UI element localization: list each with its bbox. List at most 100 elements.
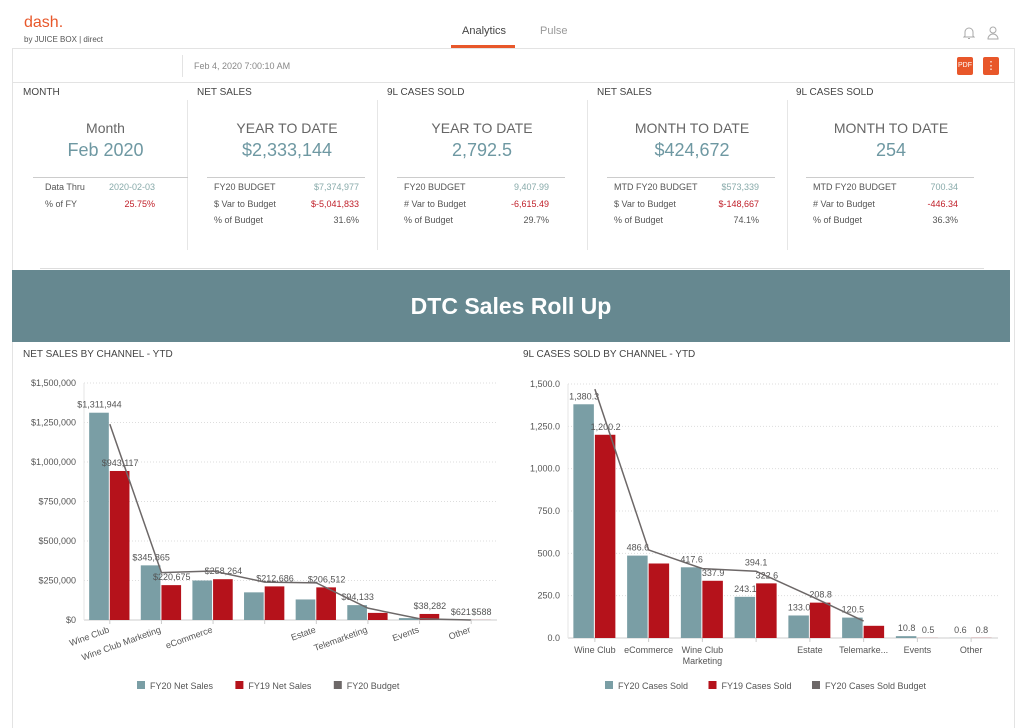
bar-fy19-net-sales[interactable] <box>161 585 182 620</box>
data-label: $212,686 <box>256 573 294 583</box>
y-tick-label: 500.0 <box>537 548 560 558</box>
data-label: $588 <box>471 607 491 617</box>
tab-analytics[interactable]: Analytics <box>462 25 507 37</box>
bar-fy20-cases-sold[interactable] <box>734 596 756 638</box>
kpi-detail-row: % of Budget 36.3% <box>813 215 958 225</box>
bell-icon[interactable] <box>962 26 976 43</box>
kpi-detail-label: $ Var to Budget <box>214 198 276 209</box>
toolbar: Feb 4, 2020 7:00:10 AM PDF ⋮ <box>12 49 1015 83</box>
divider <box>187 100 188 250</box>
data-label: 243.1 <box>734 584 757 594</box>
kpi-heading: Month <box>86 120 125 136</box>
y-tick-label: 250.0 <box>537 591 560 601</box>
legend-swatch <box>605 681 613 689</box>
data-label: $206,512 <box>308 574 346 584</box>
legend-swatch <box>708 681 717 689</box>
bar-fy20-net-sales[interactable] <box>89 412 109 620</box>
tab-pulse[interactable]: Pulse <box>540 25 568 37</box>
data-label: 0.8 <box>976 625 989 635</box>
bar-fy20-cases-sold[interactable] <box>788 615 809 638</box>
bar-fy20-cases-sold[interactable] <box>895 636 917 638</box>
bar-fy19-net-sales[interactable] <box>264 586 285 620</box>
more-options-button[interactable]: ⋮ <box>983 57 999 75</box>
bar-fy20-cases-sold[interactable] <box>627 555 648 638</box>
pdf-button[interactable]: PDF <box>957 57 973 75</box>
x-tick-label: Wine Club <box>574 645 616 655</box>
kpi-value: Feb 2020 <box>67 140 144 160</box>
kpi-card: NET SALES YEAR TO DATE $2,333,144 FY20 B… <box>197 84 377 254</box>
bar-fy20-net-sales[interactable] <box>398 618 419 620</box>
kpi-category: NET SALES <box>597 87 652 98</box>
legend-item[interactable]: FY19 Cases Sold <box>722 681 792 691</box>
kpi-detail-label: # Var to Budget <box>813 198 875 209</box>
legend-swatch <box>812 681 820 689</box>
x-tick-label: Estate <box>797 645 823 655</box>
logo[interactable]: dash. <box>24 14 64 31</box>
kpi-detail-label: % of Budget <box>214 215 264 225</box>
user-icon[interactable] <box>987 26 999 43</box>
y-tick-label: 750.0 <box>537 506 560 516</box>
kpi-detail-label: % of Budget <box>614 215 664 225</box>
kpi-detail-row: FY20 BUDGET 9,407.99 <box>404 182 549 192</box>
y-tick-label: $1,500,000 <box>31 378 76 388</box>
x-tick-label: Other <box>960 645 983 655</box>
kpi-detail-label: # Var to Budget <box>404 198 466 209</box>
bar-fy20-cases-sold[interactable] <box>680 567 702 638</box>
legend-item[interactable]: FY20 Budget <box>347 681 400 691</box>
bar-fy19-cases-sold[interactable] <box>756 583 777 638</box>
bar-fy19-cases-sold[interactable] <box>648 563 670 638</box>
bar-fy20-cases-sold[interactable] <box>842 617 863 638</box>
bar-fy19-net-sales[interactable] <box>367 612 388 620</box>
kpi-detail-value: $-148,667 <box>718 198 759 209</box>
kpi-detail-value: $573,339 <box>721 182 759 192</box>
bar-fy19-net-sales[interactable] <box>419 613 440 620</box>
legend-item[interactable]: FY20 Cases Sold Budget <box>825 681 927 691</box>
bar-fy19-cases-sold[interactable] <box>863 625 885 638</box>
y-tick-label: 1,500.0 <box>530 379 560 389</box>
kpi-detail-label: Data Thru <box>45 182 85 192</box>
data-label: $943,117 <box>102 458 139 468</box>
divider <box>607 177 775 178</box>
kpi-detail-value: $7,374,977 <box>313 182 359 192</box>
bar-fy19-net-sales[interactable] <box>109 470 130 620</box>
bar-fy19-cases-sold[interactable] <box>702 580 723 638</box>
bar-fy19-net-sales[interactable] <box>316 587 336 620</box>
bar-fy20-cases-sold[interactable] <box>573 404 594 638</box>
divider <box>787 100 788 250</box>
y-tick-label: $0 <box>66 615 76 625</box>
bar-fy19-cases-sold[interactable] <box>594 434 616 638</box>
chart-title-cases-sold: 9L CASES SOLD BY CHANNEL - YTD <box>523 349 696 360</box>
net-sales-chart: $0 $250,000 $500,000 $750,000 $1,000,000 $1,2… <box>31 378 497 691</box>
y-tick-label: 1,250.0 <box>530 421 560 431</box>
divider <box>182 55 183 77</box>
data-label: $258,264 <box>205 566 243 576</box>
data-label: $345,865 <box>132 552 170 562</box>
bar-fy19-net-sales[interactable] <box>213 579 233 620</box>
bar-fy20-net-sales[interactable] <box>192 580 213 621</box>
kpi-detail-value: 2020-02-03 <box>108 182 155 192</box>
data-label: 1,200.2 <box>591 422 621 432</box>
data-label: 0.5 <box>922 625 935 635</box>
kpi-detail-value: 9,407.99 <box>513 182 549 192</box>
legend-item[interactable]: FY20 Net Sales <box>150 681 214 691</box>
divider <box>33 177 188 178</box>
kpi-detail-label: $ Var to Budget <box>614 198 676 209</box>
legend-swatch <box>235 681 244 689</box>
bar-fy19-cases-sold[interactable] <box>809 602 831 638</box>
bar-fy20-net-sales[interactable] <box>244 592 264 620</box>
bar-fy20-net-sales[interactable] <box>347 605 367 620</box>
bar-fy20-net-sales[interactable] <box>295 599 316 620</box>
data-label: $1,311,944 <box>77 400 121 410</box>
x-tick-label: Events <box>391 624 421 643</box>
kpi-detail-label: % of Budget <box>404 215 454 225</box>
kpi-card: NET SALES MONTH TO DATE $424,672 MTD FY2… <box>597 84 787 254</box>
divider <box>397 177 565 178</box>
kpi-category: 9L CASES SOLD <box>387 87 465 98</box>
bar-fy20-net-sales[interactable] <box>140 565 161 620</box>
x-tick-label: eCommerce <box>164 624 213 650</box>
legend-item[interactable]: FY20 Cases Sold <box>618 681 688 691</box>
budget-line <box>594 388 864 622</box>
legend-item[interactable]: FY19 Net Sales <box>248 681 312 691</box>
cases-sold-chart: 0.0 250.0 500.0 750.0 1,000.0 1,250.0 1,500.0 1… <box>530 379 998 691</box>
kpi-value: $424,672 <box>654 140 730 160</box>
